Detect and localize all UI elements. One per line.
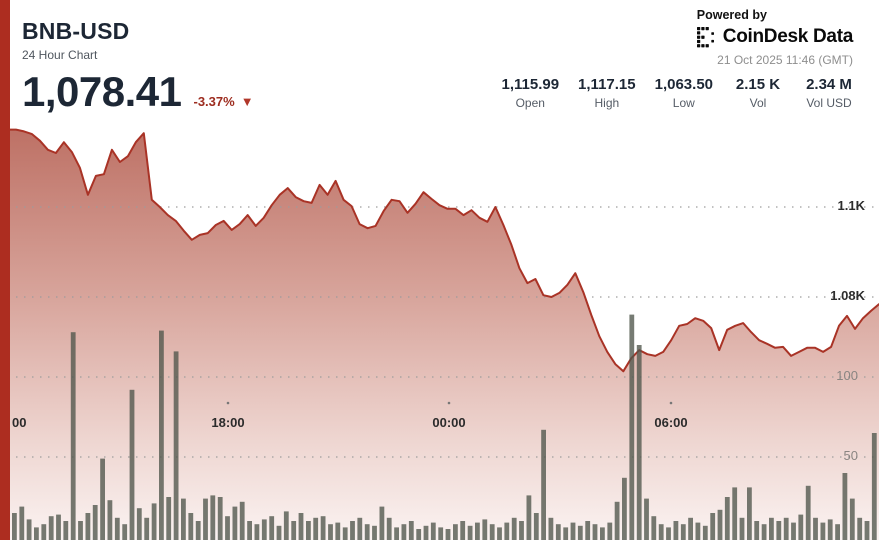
- powered-by-label: Powered by: [696, 8, 767, 22]
- chart-header: BNB-USD 24 Hour Chart 1,078.41 -3.37% ▼: [22, 18, 254, 113]
- coindesk-logo-icon: [696, 26, 714, 47]
- stat-vol-usd-value: 2.34 M: [806, 76, 852, 93]
- stat-vol: 2.15 K Vol: [732, 76, 784, 110]
- coindesk-brand-row: CoinDesk Data: [696, 26, 854, 48]
- stat-low: 1,063.50 Low: [655, 76, 713, 110]
- down-arrow-icon: ▼: [240, 94, 254, 109]
- stat-vol-usd-label: Vol USD: [806, 96, 852, 110]
- stat-high: 1,117.15 High: [578, 76, 636, 110]
- brand-name: CoinDesk Data: [722, 26, 854, 47]
- stat-vol-label: Vol: [749, 96, 767, 110]
- change-percent: -3.37%: [193, 94, 235, 109]
- stat-open-value: 1,115.99: [501, 76, 560, 93]
- price-row: 1,078.41 -3.37% ▼: [22, 71, 254, 113]
- stat-open: 1,115.99 Open: [501, 76, 559, 110]
- current-price: 1,078.41: [22, 68, 182, 115]
- stat-high-value: 1,117.15: [578, 76, 636, 93]
- chart-subtitle: 24 Hour Chart: [22, 48, 98, 62]
- stat-low-value: 1,063.50: [654, 76, 713, 93]
- stat-open-label: Open: [515, 96, 545, 110]
- stats-row: 1,115.99 Open 1,117.15 High 1,063.50 Low…: [501, 76, 855, 110]
- stat-vol-usd: 2.34 M Vol USD: [803, 76, 855, 110]
- timestamp: 21 Oct 2025 11:46 (GMT): [717, 53, 853, 67]
- stat-high-label: High: [594, 96, 620, 110]
- left-accent-bar: [0, 0, 10, 540]
- stat-vol-value: 2.15 K: [735, 76, 781, 93]
- powered-by-block: Powered by CoinDesk Data 21 Oct 2025 11:4…: [696, 8, 854, 67]
- stat-low-label: Low: [672, 96, 695, 110]
- symbol-title: BNB-USD: [22, 18, 130, 44]
